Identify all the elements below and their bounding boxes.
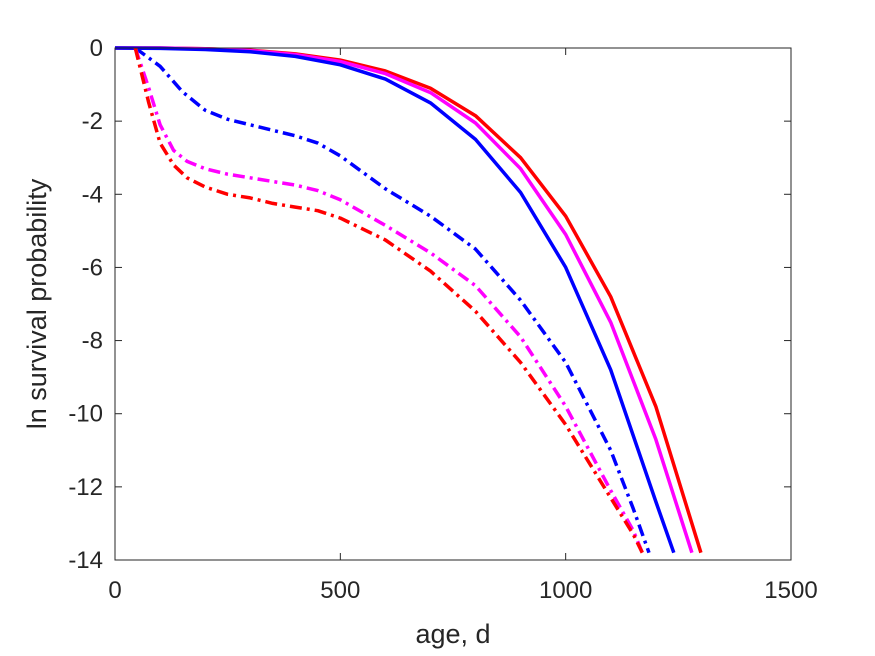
tick-labels: 0 500 1000 1500 0 -2 -4 -6 -8 -10 -12 -14 bbox=[68, 35, 817, 604]
ticks bbox=[114, 47, 792, 561]
y-tick-label: -2 bbox=[82, 108, 103, 135]
series-line-6 bbox=[133, 47, 644, 554]
series-line-4 bbox=[134, 46, 651, 554]
y-tick-label: -8 bbox=[82, 328, 103, 355]
x-tick-label: 1000 bbox=[539, 577, 592, 604]
y-tick-label: 0 bbox=[90, 35, 103, 62]
plot-lines bbox=[114, 46, 703, 554]
series-line-5 bbox=[133, 47, 644, 554]
series-line-3 bbox=[114, 46, 676, 554]
x-tick-label: 0 bbox=[108, 577, 121, 604]
series-line-1 bbox=[115, 46, 703, 554]
y-tick-label: -14 bbox=[68, 547, 103, 574]
x-axis-label: age, d bbox=[415, 619, 490, 649]
y-tick-label: -4 bbox=[82, 181, 103, 208]
x-tick-label: 1500 bbox=[764, 577, 817, 604]
y-tick-label: -6 bbox=[82, 254, 103, 281]
axes-box bbox=[114, 47, 792, 561]
y-axis-label: ln survival probability bbox=[22, 178, 52, 429]
x-tick-label: 500 bbox=[320, 577, 360, 604]
y-tick-label: -10 bbox=[68, 401, 103, 428]
y-tick-label: -12 bbox=[68, 474, 103, 501]
